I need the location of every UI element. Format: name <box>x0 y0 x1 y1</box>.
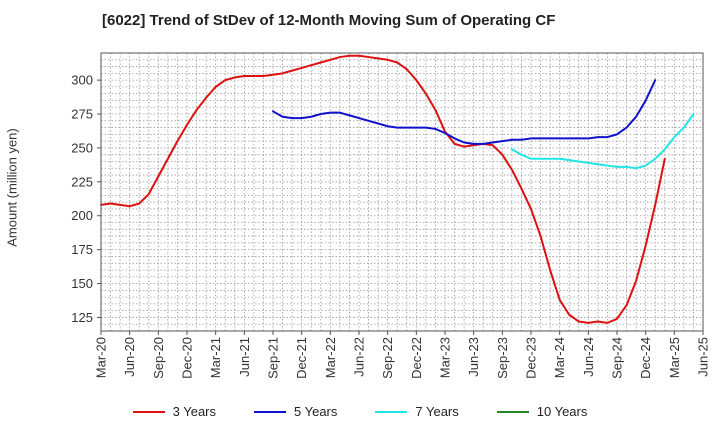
y-tick-label: 125 <box>71 310 93 325</box>
x-tick-label: Jun-22 <box>352 337 367 377</box>
x-tick-label: Sep-24 <box>610 337 625 379</box>
y-tick-label: 275 <box>71 107 93 122</box>
x-tick-label: Jun-23 <box>466 337 481 377</box>
x-tick-label: Sep-20 <box>151 337 166 379</box>
y-tick-label: 175 <box>71 242 93 257</box>
legend-item-7-years: 7 Years <box>375 404 459 419</box>
legend: 3 Years 5 Years 7 Years 10 Years <box>0 404 720 419</box>
x-tick-label: Mar-25 <box>667 337 682 378</box>
plot-frame <box>100 52 704 332</box>
x-tick-label: Mar-20 <box>94 337 109 378</box>
x-tick-label: Mar-22 <box>323 337 338 378</box>
grid <box>101 53 703 331</box>
x-tick-label: Mar-21 <box>208 337 223 378</box>
legend-item-10-years: 10 Years <box>496 404 588 419</box>
series-line-7-years <box>510 113 695 170</box>
x-tick-label: Dec-23 <box>524 337 539 379</box>
legend-swatch-7-years <box>375 410 408 413</box>
legend-swatch-10-years <box>496 410 529 413</box>
y-tick-label: 250 <box>71 140 93 155</box>
x-tick-label: Jun-20 <box>122 337 137 377</box>
legend-label-3-years: 3 Years <box>172 404 216 419</box>
x-tick-label: Mar-24 <box>552 337 567 378</box>
y-tick-label: 225 <box>71 174 93 189</box>
x-tick-label: Dec-20 <box>180 337 195 379</box>
legend-label-7-years: 7 Years <box>415 404 459 419</box>
y-axis: 125 150 175 200 225 250 275 300 <box>71 73 101 325</box>
x-tick-label: Sep-21 <box>266 337 281 379</box>
legend-label-10-years: 10 Years <box>536 404 588 419</box>
series-line-3-years <box>100 54 666 324</box>
legend-item-5-years: 5 Years <box>254 404 337 419</box>
x-tick-label: Jun-25 <box>696 337 711 377</box>
x-tick-label: Sep-23 <box>495 337 510 379</box>
x-tick-label: Jun-24 <box>581 337 596 377</box>
y-tick-label: 150 <box>71 276 93 291</box>
x-tick-label: Dec-24 <box>638 337 653 379</box>
x-axis: Mar-20 Jun-20 Sep-20 Dec-20 Mar-21 Jun-21 Sep-… <box>94 331 711 379</box>
legend-swatch-5-years <box>254 410 286 413</box>
x-tick-label: Mar-23 <box>438 337 453 378</box>
series-lines <box>100 54 695 324</box>
series-line-5-years <box>272 79 657 145</box>
legend-item-3-years: 3 Years <box>132 404 216 419</box>
legend-label-5-years: 5 Years <box>294 404 338 419</box>
legend-swatch-3-years <box>132 410 165 413</box>
chart-title: [6022] Trend of StDev of 12-Month Moving… <box>102 12 556 29</box>
x-tick-label: Sep-22 <box>380 337 395 379</box>
x-tick-label: Dec-22 <box>409 337 424 379</box>
y-tick-label: 200 <box>71 208 93 223</box>
x-tick-label: Jun-21 <box>237 337 252 377</box>
x-tick-label: Dec-21 <box>294 337 309 379</box>
y-tick-label: 300 <box>71 73 93 88</box>
